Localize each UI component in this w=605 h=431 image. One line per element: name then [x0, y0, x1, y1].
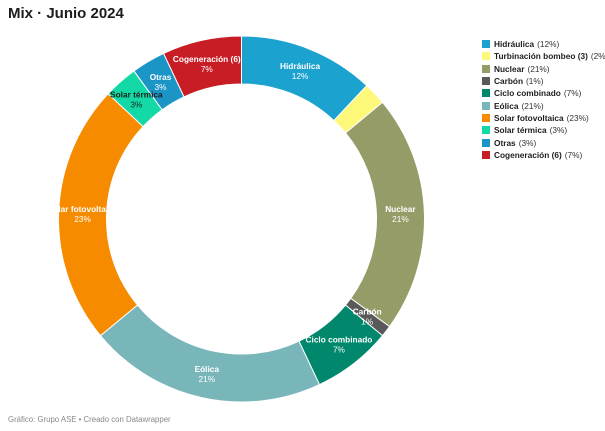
slice-label-solar-fotovoltaica: Solar fotovoltaica 23% — [48, 204, 118, 224]
legend-label: Hidráulica — [494, 39, 535, 50]
legend-swatch — [482, 52, 490, 61]
slice-label-value: 7% — [333, 345, 346, 355]
slice-label-name: Nuclear — [385, 204, 416, 214]
slice-label-eolica: Eólica 21% — [195, 364, 220, 384]
slice-label-name: Cogeneración (6) — [173, 54, 241, 64]
slice-label-cogeneracion: Cogeneración (6) 7% — [173, 54, 241, 74]
legend-swatch — [482, 89, 490, 98]
slice-label-value: 12% — [292, 71, 309, 81]
source-note: Gráfico: Grupo ASE • Creado con Datawrap… — [8, 415, 171, 424]
slice-label-solar-termica: Solar térmica 3% — [110, 90, 163, 110]
legend-label: Turbinación bombeo (3) — [494, 51, 588, 62]
legend-item-otras[interactable]: Otras (3%) — [482, 136, 604, 148]
legend-swatch — [482, 101, 490, 110]
legend-item-solar-termica[interactable]: Solar térmica (3%) — [482, 124, 604, 136]
legend-swatch — [482, 138, 490, 147]
slice-label-otras: Otras 3% — [150, 72, 172, 92]
slice-label-value: 7% — [201, 64, 214, 74]
legend-label: Ciclo combinado — [494, 88, 561, 99]
slice-label-name: Eólica — [195, 364, 220, 374]
slice-label-name: Carbón — [353, 306, 382, 316]
legend-value: (21%) — [527, 63, 550, 74]
legend-label: Solar térmica — [494, 125, 547, 136]
slice-label-value: 3% — [130, 100, 143, 110]
slice-label-value: 3% — [155, 82, 168, 92]
slice-nuclear[interactable] — [344, 101, 425, 328]
slice-label-name: Solar térmica — [110, 90, 163, 100]
legend-swatch — [482, 126, 490, 135]
slice-label-name: Hidráulica — [280, 61, 321, 71]
legend-swatch — [482, 113, 490, 122]
slice-label-carbon: Carbón 1% — [353, 306, 382, 326]
legend: Hidráulica (12%) Turbinación bombeo (3) (2%… — [482, 38, 605, 161]
legend-value: (7%) — [564, 149, 583, 160]
slice-label-ciclo-combinado: Ciclo combinado 7% — [306, 335, 373, 355]
legend-item-hidraulica[interactable]: Hidráulica (12%) — [482, 38, 604, 50]
slice-label-value: 23% — [74, 214, 91, 224]
legend-item-carbon[interactable]: Carbón (1%) — [482, 75, 604, 87]
legend-label: Otras — [494, 137, 516, 148]
slice-cogeneracion[interactable] — [162, 35, 242, 98]
legend-item-ciclo-combinado[interactable]: Ciclo combinado (7%) — [482, 87, 604, 99]
legend-swatch — [482, 64, 490, 73]
slice-eolica[interactable] — [99, 304, 321, 403]
slice-label-name: Ciclo combinado — [306, 335, 373, 345]
chart-title: Mix · Junio 2024 — [8, 5, 124, 22]
legend-label: Solar fotovoltaica — [494, 112, 564, 123]
legend-value: (12%) — [537, 39, 560, 50]
legend-label: Carbón — [494, 76, 524, 87]
legend-value: (7%) — [563, 88, 582, 99]
slice-label-nuclear: Nuclear 21% — [385, 204, 416, 224]
legend-item-eolica[interactable]: Eólica (21%) — [482, 99, 604, 111]
legend-swatch — [482, 77, 490, 86]
legend-swatch — [482, 150, 490, 159]
slice-label-hidraulica: Hidráulica 12% — [280, 61, 321, 81]
slice-label-value: 21% — [199, 374, 216, 384]
donut-chart: Hidráulica 12%Nuclear 21%Carbón 1%Ciclo com… — [48, 35, 425, 403]
slice-label-value: 1% — [361, 316, 374, 326]
legend-item-cogeneracion[interactable]: Cogeneración (6) (7%) — [482, 149, 604, 161]
legend-value: (3%) — [518, 137, 537, 148]
legend-item-nuclear[interactable]: Nuclear (21%) — [482, 63, 604, 75]
legend-item-turbinacion-bombeo[interactable]: Turbinación bombeo (3)(2%) — [482, 50, 605, 62]
legend-value: (2%) — [590, 51, 605, 62]
legend-item-solar-fotovoltaica[interactable]: Solar fotovoltaica (23%) — [482, 112, 604, 124]
legend-label: Nuclear — [494, 63, 525, 74]
slice-label-name: Solar fotovoltaica — [48, 204, 118, 214]
legend-swatch — [482, 40, 490, 49]
slice-solar-fotovoltaica[interactable] — [58, 93, 144, 337]
legend-value: (1%) — [526, 76, 544, 87]
legend-value: (23%) — [566, 112, 589, 123]
legend-label: Cogeneración (6) — [494, 149, 562, 160]
legend-value: (21%) — [521, 100, 544, 111]
legend-value: (3%) — [549, 125, 568, 136]
legend-label: Eólica — [494, 100, 519, 111]
slice-label-name: Otras — [150, 72, 172, 82]
slice-label-value: 21% — [392, 214, 409, 224]
